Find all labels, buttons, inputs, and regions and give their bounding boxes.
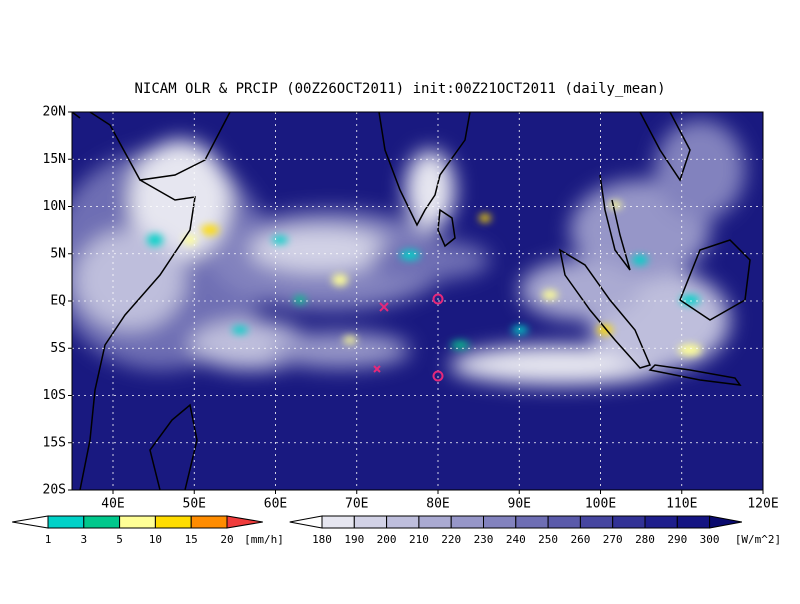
indochina-coast	[639, 112, 691, 182]
lat-label: 10N	[43, 199, 66, 214]
sumatra-coast	[558, 248, 652, 369]
colorbar-label: 210	[409, 533, 429, 546]
lat-label: 10S	[43, 388, 66, 403]
map-title: NICAM OLR & PRCIP (00Z26OCT2011) init:00…	[134, 81, 665, 97]
lat-label: 15S	[43, 435, 66, 450]
lat-label: 20N	[43, 105, 66, 120]
lon-label: 70E	[345, 497, 368, 512]
lon-label: 110E	[666, 497, 697, 512]
lon-label: 100E	[585, 497, 616, 512]
colorbar-label: 15	[185, 533, 198, 546]
lat-label: 15N	[43, 152, 66, 167]
colorbar-label: 290	[667, 533, 687, 546]
colorbar-box	[515, 515, 549, 529]
colorbar-label: 270	[603, 533, 623, 546]
cross-marker	[379, 302, 389, 312]
colorbar-box	[418, 515, 452, 529]
colorbar-unit: [W/m^2]	[735, 533, 781, 546]
colorbar-box	[47, 515, 85, 529]
colorbar-box	[483, 515, 517, 529]
borneo-coast	[679, 239, 751, 321]
lon-label: 60E	[264, 497, 287, 512]
colorbar-label: 20	[220, 533, 233, 546]
arabia-coast	[89, 112, 231, 181]
markers	[373, 293, 444, 382]
colorbar-box	[612, 515, 646, 529]
lon-label: 90E	[508, 497, 531, 512]
africa-coast	[79, 179, 196, 490]
colorbar-end	[12, 515, 49, 529]
colorbar-label: 190	[344, 533, 364, 546]
india-coast	[378, 112, 471, 227]
colorbar-label: 10	[149, 533, 162, 546]
colorbar-label: 230	[474, 533, 494, 546]
colorbar-box	[119, 515, 156, 529]
colorbar-box	[676, 515, 711, 529]
lon-label: 120E	[747, 497, 778, 512]
colorbar-label: 260	[570, 533, 590, 546]
colorbar-box	[579, 515, 614, 529]
grid	[72, 112, 763, 490]
circle-marker	[432, 293, 444, 305]
colorbar-end	[289, 515, 323, 529]
colorbar-label: 240	[506, 533, 526, 546]
colorbar-box	[644, 515, 678, 529]
colorbar-box	[154, 515, 192, 529]
map-field	[72, 112, 763, 490]
lat-label: 5S	[50, 341, 66, 356]
colorbar-box	[386, 515, 420, 529]
colorbar-unit: [mm/h]	[244, 533, 284, 546]
java-coast	[648, 364, 742, 386]
lat-label: 20S	[43, 483, 66, 498]
colorbar-box	[450, 515, 485, 529]
colorbars: 1 3 5 10 15 20 [mm/h] 180 190 200 210 220 230 240 250 2…	[12, 515, 781, 546]
colorbar-end	[709, 515, 742, 529]
colorbar-box	[321, 515, 355, 529]
cross-marker	[373, 365, 381, 373]
malay-coast	[599, 174, 631, 271]
axes: 20N 15N 10N 5N EQ 5S 10S 15S 20S 40E 50E 60E 70E 80E 9…	[43, 105, 779, 512]
lat-label: EQ	[50, 294, 66, 309]
lat-label: 5N	[50, 246, 66, 261]
coastlines	[72, 112, 751, 490]
colorbar-label: 5	[116, 533, 123, 546]
colorbar-box	[190, 515, 228, 529]
lon-label: 50E	[183, 497, 206, 512]
colorbar-label: 180	[312, 533, 332, 546]
colorbar-label: 300	[700, 533, 720, 546]
colorbar-box	[547, 515, 581, 529]
colorbar-label: 1	[45, 533, 52, 546]
colorbar-label: 3	[80, 533, 87, 546]
colorbar-label: 250	[538, 533, 558, 546]
colorbar-label: 200	[377, 533, 397, 546]
colorbar-label: 280	[635, 533, 655, 546]
precip-field	[147, 201, 702, 356]
lon-label: 40E	[101, 497, 124, 512]
colorbar-box	[353, 515, 388, 529]
lon-label: 80E	[426, 497, 449, 512]
circle-marker	[432, 370, 444, 382]
colorbar-end	[226, 515, 263, 529]
madagascar-coast	[149, 403, 198, 490]
colorbar-box	[83, 515, 121, 529]
colorbar-label: 220	[441, 533, 461, 546]
olr-field	[72, 120, 745, 385]
red-sea-coast	[72, 112, 81, 119]
